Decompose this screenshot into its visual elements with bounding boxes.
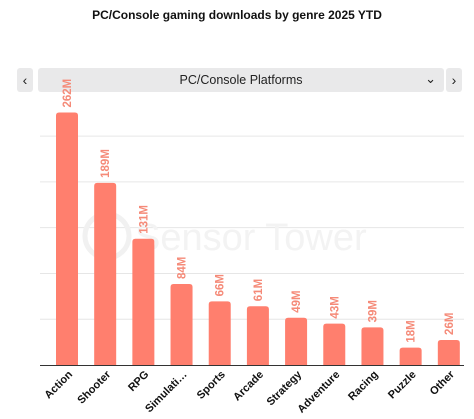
chevron-right-icon: › — [451, 72, 457, 88]
bar-value-label: 131M — [138, 205, 150, 234]
bar-value-label: 43M — [329, 296, 341, 318]
bar-puzzle[interactable] — [399, 347, 422, 365]
bar-other[interactable] — [437, 339, 460, 365]
platform-dropdown[interactable]: PC/Console Platforms ⌄ — [38, 68, 444, 92]
next-button[interactable]: › — [446, 68, 462, 92]
x-axis-tick-label: RPG — [126, 369, 151, 394]
bar-value-label: 189M — [100, 149, 112, 178]
bar-arcade[interactable] — [246, 306, 269, 365]
chart-title: PC/Console gaming downloads by genre 202… — [92, 8, 382, 22]
x-axis-tick-label: Other — [428, 368, 458, 398]
bar-value-label: 66M — [215, 274, 227, 296]
bar-shooter[interactable] — [94, 182, 117, 365]
value-labels: 262M 189M 131M 84M 66M 61M 49M 43M 39M 18M 26M — [62, 79, 456, 343]
bar-value-label: 18M — [406, 320, 418, 342]
x-axis-tick-label: Action — [42, 368, 75, 401]
bar-action[interactable] — [56, 112, 78, 365]
chevron-left-icon: ‹ — [22, 72, 28, 88]
bar-value-label: 84M — [177, 257, 189, 279]
x-axis-tick-label: Simulati… — [143, 369, 190, 416]
previous-button[interactable]: ‹ — [17, 68, 33, 92]
x-axis-tick-label: Racing — [346, 369, 380, 403]
watermark-text: Sensor Tower — [135, 217, 367, 259]
bar-simulati[interactable] — [170, 284, 193, 365]
x-axis-tick-label: Puzzle — [386, 369, 419, 402]
watermark: Sensor Tower — [82, 211, 367, 261]
bar-strategy[interactable] — [285, 317, 308, 365]
platform-dropdown-label: PC/Console Platforms — [179, 73, 303, 87]
bar-value-label: 26M — [444, 313, 456, 335]
bar-value-label: 49M — [291, 290, 303, 312]
bar-adventure[interactable] — [323, 323, 346, 365]
bar-rpg[interactable] — [132, 238, 155, 365]
bar-racing[interactable] — [361, 327, 384, 365]
x-axis-tick-label: Shooter — [75, 368, 113, 406]
x-axis-tick-label: Sports — [195, 369, 228, 402]
x-axis-tick-label: Strategy — [265, 368, 305, 408]
bar-value-label: 61M — [253, 279, 265, 301]
bar-sports[interactable] — [208, 301, 231, 365]
bars — [56, 112, 460, 365]
chevron-down-icon: ⌄ — [425, 71, 436, 86]
bar-value-label: 39M — [367, 300, 379, 322]
bar-value-label: 262M — [62, 79, 74, 108]
x-axis-tick-label: Arcade — [231, 369, 266, 404]
